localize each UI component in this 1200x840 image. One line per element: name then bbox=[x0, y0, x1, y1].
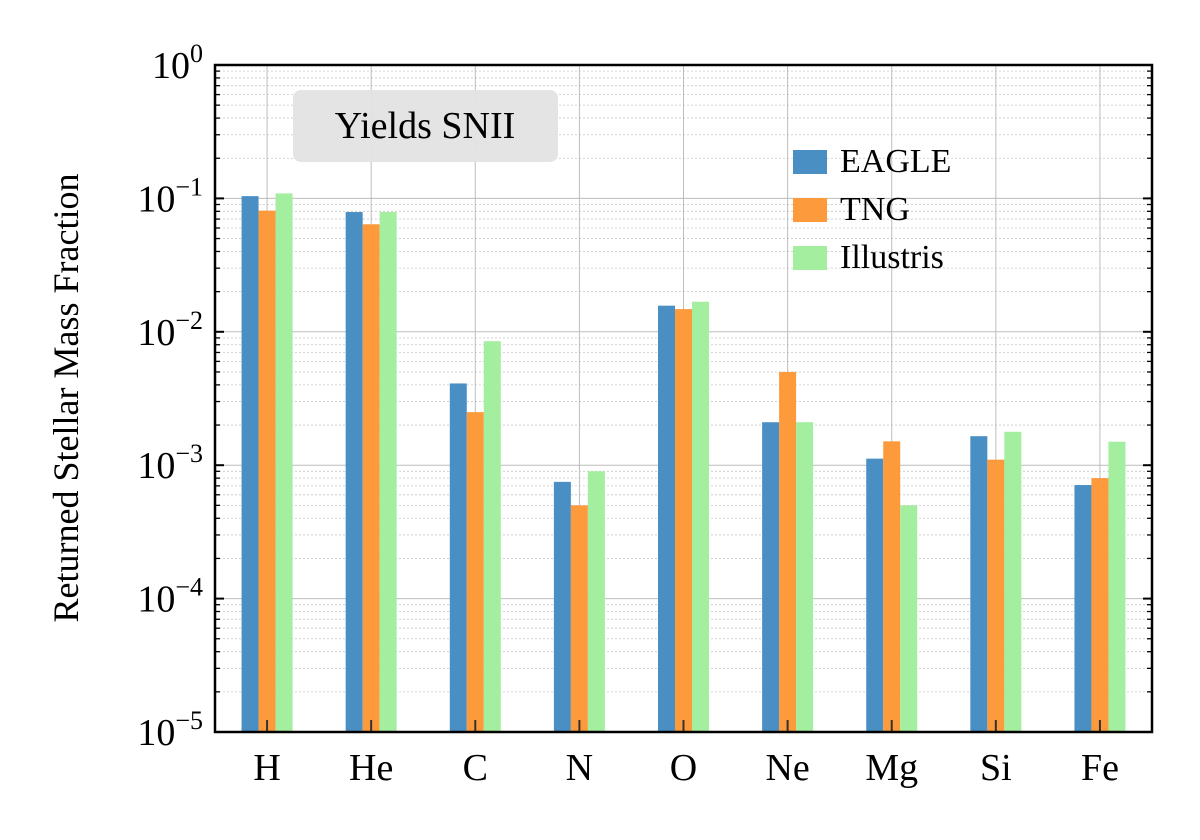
bar-tng-he bbox=[362, 224, 380, 732]
y-axis-label: Returned Stellar Mass Fraction bbox=[46, 174, 86, 623]
bar-eagle-fe bbox=[1074, 485, 1092, 732]
bar-eagle-h bbox=[241, 196, 259, 732]
annotation-box: Yields SNII bbox=[293, 90, 558, 162]
y-tick-labels: 100 10−1 10−2 10−3 10−4 10−5 bbox=[137, 39, 203, 754]
bar-illustris-ne bbox=[796, 422, 814, 732]
legend-swatch bbox=[793, 150, 827, 174]
y-tick-label: 10−5 bbox=[137, 706, 203, 754]
x-tick-label: Si bbox=[980, 747, 1012, 789]
bar-illustris-mg bbox=[900, 505, 918, 732]
legend-label: TNG bbox=[840, 191, 910, 228]
x-tick-label: He bbox=[349, 747, 393, 789]
bar-eagle-he bbox=[345, 212, 363, 733]
x-tick-label: C bbox=[463, 747, 488, 789]
bar-eagle-ne bbox=[762, 422, 780, 732]
x-tick-label: H bbox=[253, 747, 280, 789]
bar-tng-si bbox=[987, 459, 1005, 732]
bar-tng-fe bbox=[1091, 478, 1109, 732]
bar-eagle-o bbox=[658, 305, 675, 732]
legend-label: EAGLE bbox=[840, 143, 951, 180]
x-tick-label: Mg bbox=[865, 747, 918, 789]
bar-illustris-c bbox=[483, 341, 501, 732]
bar-tng-n bbox=[570, 505, 588, 732]
annotation-text: Yields SNII bbox=[335, 105, 516, 147]
bar-tng-ne bbox=[779, 371, 797, 732]
bar-eagle-n bbox=[553, 481, 571, 732]
bar-eagle-si bbox=[970, 436, 988, 732]
bar-eagle-mg bbox=[866, 458, 884, 732]
bar-eagle-c bbox=[449, 383, 467, 732]
bar-illustris-he bbox=[379, 212, 397, 733]
bar-illustris-fe bbox=[1108, 441, 1126, 732]
y-tick-label: 10−1 bbox=[137, 172, 203, 220]
bars bbox=[241, 193, 1126, 733]
bar-illustris-si bbox=[1004, 431, 1022, 732]
y-tick-label: 10−3 bbox=[137, 439, 203, 487]
x-tick-labels: H He C N O Ne Mg Si Fe bbox=[253, 747, 1119, 789]
legend-swatch bbox=[793, 246, 827, 270]
legend-swatch bbox=[793, 198, 827, 222]
bar-illustris-n bbox=[587, 471, 605, 732]
bar-tng-o bbox=[675, 309, 692, 732]
legend: EAGLE TNG Illustris bbox=[793, 143, 951, 276]
bar-tng-c bbox=[466, 412, 484, 732]
bar-tng-h bbox=[258, 210, 276, 732]
x-tick-label: Fe bbox=[1081, 747, 1119, 789]
y-tick-label: 100 bbox=[152, 39, 203, 87]
x-tick-label: Ne bbox=[765, 747, 809, 789]
bar-tng-mg bbox=[883, 441, 901, 732]
x-tick-label: N bbox=[566, 747, 593, 789]
plot-frame bbox=[213, 63, 1154, 734]
bar-illustris-o bbox=[692, 301, 709, 732]
y-tick-label: 10−4 bbox=[137, 573, 203, 621]
x-tick-label: O bbox=[670, 747, 697, 789]
legend-label: Illustris bbox=[840, 239, 944, 276]
bar-illustris-h bbox=[275, 193, 293, 733]
y-tick-label: 10−2 bbox=[137, 306, 203, 354]
